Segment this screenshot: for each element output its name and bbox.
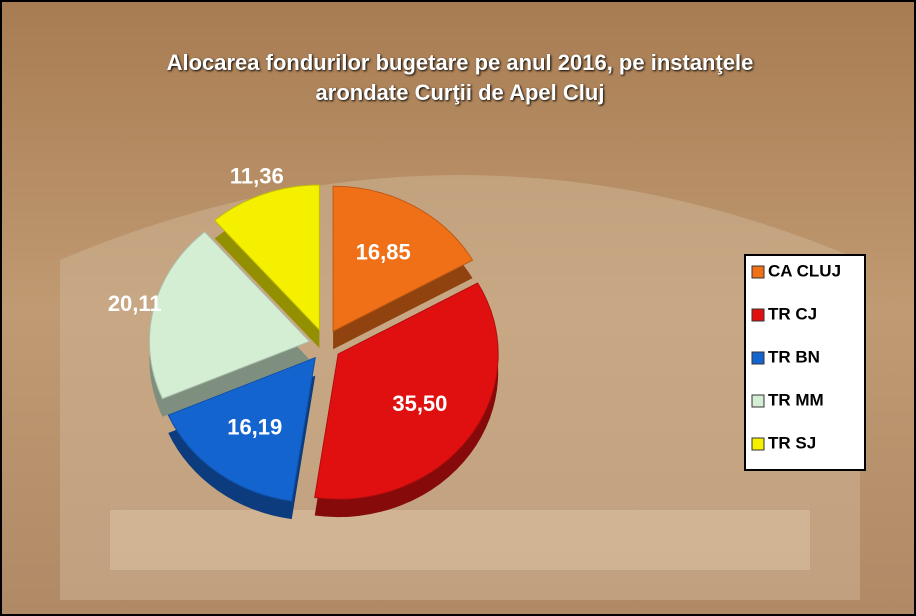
data-label: 16,19 — [227, 415, 282, 440]
legend-label: TR CJ — [768, 304, 817, 323]
balustrade — [110, 510, 810, 570]
legend-label: CA CLUJ — [768, 261, 841, 280]
data-label: 11,36 — [230, 164, 284, 189]
chart-title: Alocarea fondurilor bugetare pe anul 201… — [120, 48, 800, 108]
legend-label: TR BN — [768, 347, 820, 366]
legend-label: TR SJ — [768, 433, 816, 452]
legend-marker — [752, 395, 764, 407]
legend-marker — [752, 438, 764, 450]
data-label: 35,50 — [392, 391, 447, 416]
legend-marker — [752, 266, 764, 278]
page: 16,85 35,50 16,19 20,11 11,36 CA CLUJ TR CJ TR… — [0, 0, 916, 616]
data-label: 20,11 — [108, 291, 162, 316]
legend-label: TR MM — [768, 390, 824, 409]
data-label: 16,85 — [356, 239, 411, 264]
legend-marker — [752, 309, 764, 321]
legend-marker — [752, 352, 764, 364]
